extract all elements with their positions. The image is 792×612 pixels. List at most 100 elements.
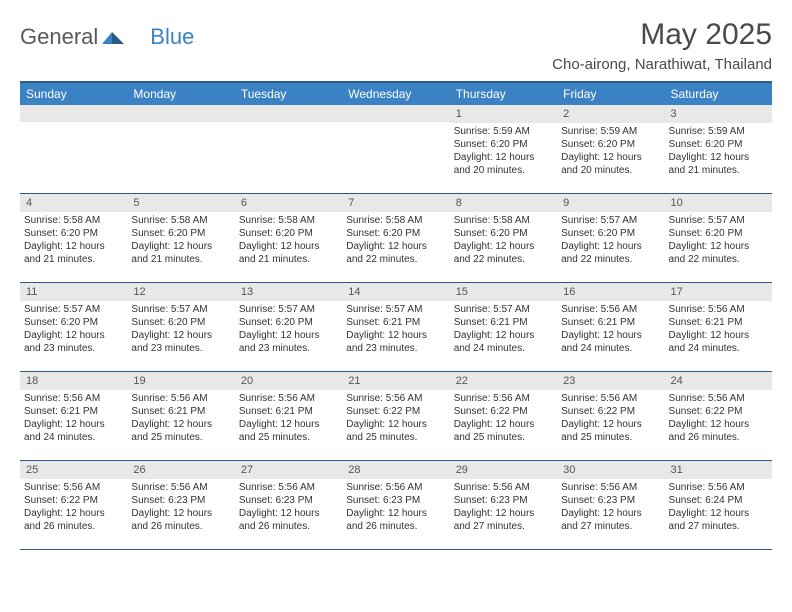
daylight-line: Daylight: 12 hours and 22 minutes. bbox=[669, 240, 768, 266]
daylight-line: Daylight: 12 hours and 25 minutes. bbox=[454, 418, 553, 444]
day-cell: 5Sunrise: 5:58 AMSunset: 6:20 PMDaylight… bbox=[127, 194, 234, 282]
daylight-line: Daylight: 12 hours and 21 minutes. bbox=[24, 240, 123, 266]
sunset-line: Sunset: 6:20 PM bbox=[239, 227, 338, 240]
day-cell: 16Sunrise: 5:56 AMSunset: 6:21 PMDayligh… bbox=[557, 283, 664, 371]
sunset-line: Sunset: 6:20 PM bbox=[239, 316, 338, 329]
sunrise-line: Sunrise: 5:56 AM bbox=[561, 392, 660, 405]
day-number: 17 bbox=[665, 283, 772, 301]
daylight-line: Daylight: 12 hours and 24 minutes. bbox=[561, 329, 660, 355]
sunset-line: Sunset: 6:21 PM bbox=[346, 316, 445, 329]
sunset-line: Sunset: 6:20 PM bbox=[561, 227, 660, 240]
day-cell: 29Sunrise: 5:56 AMSunset: 6:23 PMDayligh… bbox=[450, 461, 557, 549]
sunset-line: Sunset: 6:20 PM bbox=[24, 316, 123, 329]
daylight-line: Daylight: 12 hours and 23 minutes. bbox=[131, 329, 230, 355]
day-cell bbox=[342, 105, 449, 193]
week-row: 11Sunrise: 5:57 AMSunset: 6:20 PMDayligh… bbox=[20, 283, 772, 372]
daylight-line: Daylight: 12 hours and 26 minutes. bbox=[346, 507, 445, 533]
day-number: 27 bbox=[235, 461, 342, 479]
daylight-line: Daylight: 12 hours and 27 minutes. bbox=[454, 507, 553, 533]
sunrise-line: Sunrise: 5:56 AM bbox=[454, 481, 553, 494]
day-number: 1 bbox=[450, 105, 557, 123]
daylight-line: Daylight: 12 hours and 20 minutes. bbox=[561, 151, 660, 177]
day-cell: 23Sunrise: 5:56 AMSunset: 6:22 PMDayligh… bbox=[557, 372, 664, 460]
sunset-line: Sunset: 6:20 PM bbox=[669, 138, 768, 151]
day-cell: 27 Sunrise: 5:56 AMSunset: 6:23 PMDayligh… bbox=[235, 461, 342, 549]
logo-triangle-icon bbox=[102, 24, 124, 50]
sunrise-line: Sunrise: 5:56 AM bbox=[669, 392, 768, 405]
day-body: Sunrise: 5:56 AMSunset: 6:22 PMDaylight:… bbox=[557, 392, 664, 448]
day-body: Sunrise: 5:56 AMSunset: 6:23 PMDaylight:… bbox=[235, 481, 342, 537]
day-body: Sunrise: 5:56 AMSunset: 6:21 PMDaylight:… bbox=[127, 392, 234, 448]
day-number: 20 bbox=[235, 372, 342, 390]
day-cell: 1 Sunrise: 5:59 AMSunset: 6:20 PMDaylight… bbox=[450, 105, 557, 193]
week-row: 25Sunrise: 5:56 AMSunset: 6:22 PMDayligh… bbox=[20, 461, 772, 550]
sunrise-line: Sunrise: 5:56 AM bbox=[561, 481, 660, 494]
day-cell: 9Sunrise: 5:57 AMSunset: 6:20 PMDaylight… bbox=[557, 194, 664, 282]
day-body: Sunrise: 5:56 AMSunset: 6:23 PMDaylight:… bbox=[450, 481, 557, 537]
sunset-line: Sunset: 6:23 PM bbox=[346, 494, 445, 507]
sunrise-line: Sunrise: 5:57 AM bbox=[24, 303, 123, 316]
sunset-line: Sunset: 6:20 PM bbox=[561, 138, 660, 151]
sunrise-line: Sunrise: 5:56 AM bbox=[346, 392, 445, 405]
sunset-line: Sunset: 6:21 PM bbox=[24, 405, 123, 418]
sunrise-line: Sunrise: 5:56 AM bbox=[454, 392, 553, 405]
day-number: 8 bbox=[450, 194, 557, 212]
logo-text-general: General bbox=[20, 24, 98, 50]
day-cell: 18Sunrise: 5:56 AMSunset: 6:21 PMDayligh… bbox=[20, 372, 127, 460]
day-number: 28 bbox=[342, 461, 449, 479]
sunrise-line: Sunrise: 5:59 AM bbox=[561, 125, 660, 138]
sunset-line: Sunset: 6:20 PM bbox=[24, 227, 123, 240]
day-number: 22 bbox=[450, 372, 557, 390]
day-number bbox=[20, 105, 127, 122]
weeks-container: 1Sunrise: 5:59 AMSunset: 6:20 PMDaylight… bbox=[20, 105, 772, 550]
daylight-line: Daylight: 12 hours and 27 minutes. bbox=[669, 507, 768, 533]
day-body: Sunrise: 5:56 AMSunset: 6:22 PMDaylight:… bbox=[342, 392, 449, 448]
sunset-line: Sunset: 6:24 PM bbox=[669, 494, 768, 507]
day-number: 26 bbox=[127, 461, 234, 479]
day-body: Sunrise: 5:57 AMSunset: 6:20 PMDaylight:… bbox=[235, 303, 342, 359]
day-body: Sunrise: 5:57 AMSunset: 6:20 PMDaylight:… bbox=[665, 214, 772, 270]
day-number: 4 bbox=[20, 194, 127, 212]
day-body: Sunrise: 5:57 AMSunset: 6:20 PMDaylight:… bbox=[557, 214, 664, 270]
day-cell: 10Sunrise: 5:57 AMSunset: 6:20 PMDayligh… bbox=[665, 194, 772, 282]
week-row: 1Sunrise: 5:59 AMSunset: 6:20 PMDaylight… bbox=[20, 105, 772, 194]
sunset-line: Sunset: 6:20 PM bbox=[454, 227, 553, 240]
sunrise-line: Sunrise: 5:56 AM bbox=[131, 481, 230, 494]
sunset-line: Sunset: 6:22 PM bbox=[669, 405, 768, 418]
dow-cell: Wednesday bbox=[342, 83, 449, 105]
daylight-line: Daylight: 12 hours and 22 minutes. bbox=[454, 240, 553, 266]
day-number: 25 bbox=[20, 461, 127, 479]
sunset-line: Sunset: 6:23 PM bbox=[561, 494, 660, 507]
day-number: 30 bbox=[557, 461, 664, 479]
sunset-line: Sunset: 6:20 PM bbox=[454, 138, 553, 151]
day-cell: 15Sunrise: 5:57 AMSunset: 6:21 PMDayligh… bbox=[450, 283, 557, 371]
day-body: Sunrise: 5:58 AMSunset: 6:20 PMDaylight:… bbox=[127, 214, 234, 270]
day-cell: 11Sunrise: 5:57 AMSunset: 6:20 PMDayligh… bbox=[20, 283, 127, 371]
sunset-line: Sunset: 6:23 PM bbox=[239, 494, 338, 507]
sunrise-line: Sunrise: 5:57 AM bbox=[131, 303, 230, 316]
sunset-line: Sunset: 6:22 PM bbox=[346, 405, 445, 418]
day-cell: 8Sunrise: 5:58 AMSunset: 6:20 PMDaylight… bbox=[450, 194, 557, 282]
day-body: Sunrise: 5:56 AMSunset: 6:24 PMDaylight:… bbox=[665, 481, 772, 537]
day-number bbox=[235, 105, 342, 122]
day-number: 13 bbox=[235, 283, 342, 301]
sunset-line: Sunset: 6:21 PM bbox=[454, 316, 553, 329]
day-body: Sunrise: 5:56 AMSunset: 6:23 PMDaylight:… bbox=[342, 481, 449, 537]
sunrise-line: Sunrise: 5:56 AM bbox=[131, 392, 230, 405]
sunrise-line: Sunrise: 5:57 AM bbox=[669, 214, 768, 227]
day-cell: 4 Sunrise: 5:58 AMSunset: 6:20 PMDaylight… bbox=[20, 194, 127, 282]
day-number: 19 bbox=[127, 372, 234, 390]
day-number: 7 bbox=[342, 194, 449, 212]
day-body: Sunrise: 5:58 AMSunset: 6:20 PMDaylight:… bbox=[20, 214, 127, 270]
location-text: Cho-airong, Narathiwat, Thailand bbox=[552, 56, 772, 73]
day-cell: 13 Sunrise: 5:57 AMSunset: 6:20 PMDayligh… bbox=[235, 283, 342, 371]
day-number: 24 bbox=[665, 372, 772, 390]
day-cell: 26Sunrise: 5:56 AMSunset: 6:23 PMDayligh… bbox=[127, 461, 234, 549]
day-body: Sunrise: 5:59 AMSunset: 6:20 PMDaylight:… bbox=[450, 125, 557, 181]
sunrise-line: Sunrise: 5:57 AM bbox=[561, 214, 660, 227]
dow-cell: Saturday bbox=[665, 83, 772, 105]
sunrise-line: Sunrise: 5:58 AM bbox=[24, 214, 123, 227]
daylight-line: Daylight: 12 hours and 26 minutes. bbox=[131, 507, 230, 533]
sunrise-line: Sunrise: 5:56 AM bbox=[669, 303, 768, 316]
sunrise-line: Sunrise: 5:56 AM bbox=[24, 392, 123, 405]
